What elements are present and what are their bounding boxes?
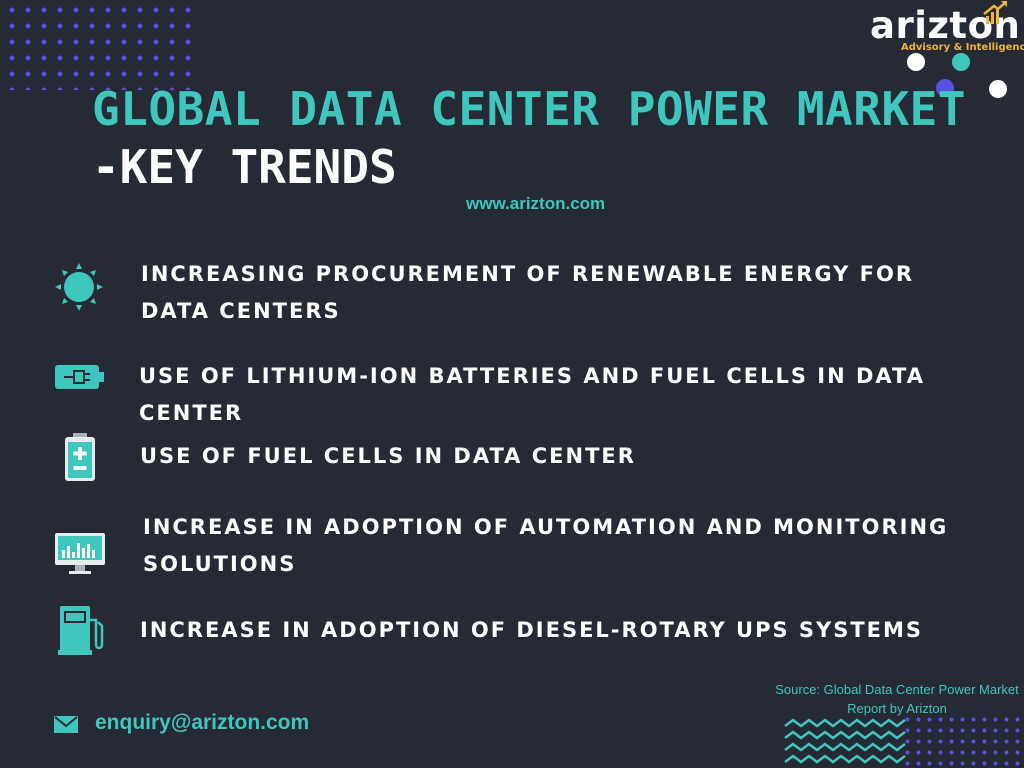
- trend-line: Use of lithium-ion batteries and fuel ce…: [139, 364, 925, 425]
- fuel-pump-icon: [58, 606, 104, 655]
- sun-icon: [55, 263, 103, 311]
- brand-tagline: Advisory & Intelligence: [901, 42, 1024, 53]
- decorative-circle-teal: [952, 53, 970, 71]
- page-title: GLOBAL DATA CENTER POWER MARKET: [92, 82, 967, 136]
- trend-line: Increasing procurement of renewable ener…: [141, 262, 915, 286]
- decorative-dots-top-left: [0, 0, 195, 90]
- source-line: Source: Global Data Center Power Market: [775, 682, 1019, 697]
- trend-item-lithium-ion: Use of lithium-ion batteries and fuel ce…: [139, 358, 1024, 432]
- source-note: Source: Global Data Center Power Market …: [770, 680, 1024, 718]
- decorative-circle-white-small: [989, 80, 1007, 98]
- trend-item-diesel-rotary-ups: Increase in adoption of diesel-rotary UP…: [140, 612, 923, 649]
- email-link[interactable]: enquiry@arizton.com: [95, 711, 310, 734]
- trend-line: Use of fuel cells in data center: [140, 444, 636, 468]
- brand-logo: arizton: [870, 4, 1021, 47]
- trend-line: data centers: [141, 299, 341, 323]
- trend-line: Increase in adoption of automation and m…: [143, 515, 949, 539]
- monitor-chart-icon: [55, 533, 105, 574]
- trend-item-fuel-cells: Use of fuel cells in data center: [140, 438, 636, 475]
- trend-line: solutions: [143, 552, 297, 576]
- decorative-zigzag: [784, 718, 906, 764]
- decorative-circle-purple: [936, 79, 954, 97]
- battery-plug-icon: [55, 365, 104, 389]
- logo-chart-arrow-icon: [983, 1, 1007, 24]
- decorative-circle-white: [907, 53, 925, 71]
- trend-line: Increase in adoption of diesel-rotary UP…: [140, 618, 924, 642]
- trend-item-automation: Increase in adoption of automation and m…: [143, 509, 948, 583]
- page-subtitle: -KEY TRENDS: [92, 140, 397, 194]
- trend-item-renewable-energy: Increasing procurement of renewable ener…: [141, 256, 914, 330]
- source-line: Report by Arizton: [847, 701, 947, 716]
- website-link[interactable]: www.arizton.com: [466, 194, 606, 213]
- decorative-dots-bottom-right: [900, 712, 1024, 768]
- mail-icon: [54, 716, 78, 733]
- fuel-cell-icon: [65, 433, 95, 481]
